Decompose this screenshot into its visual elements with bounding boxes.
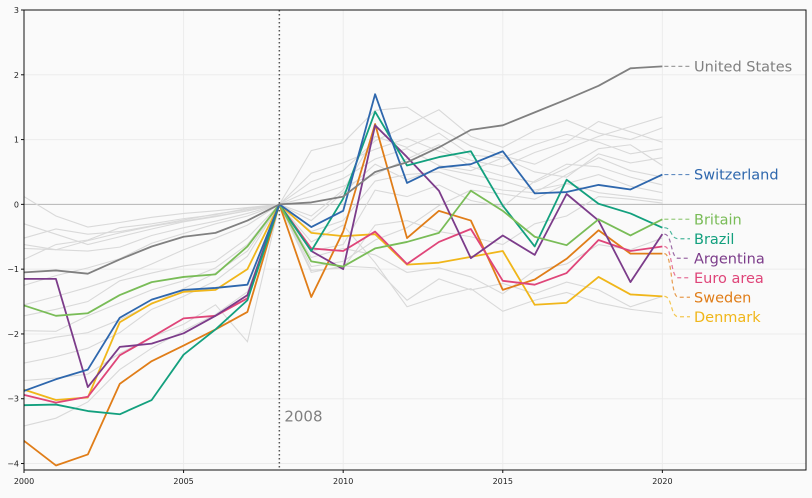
x-tick-label-2015: 2015 (493, 477, 513, 486)
y-tick-label-0: 0 (14, 200, 19, 209)
series-label-denmark: Denmark (694, 310, 761, 326)
x-tick-label-2020: 2020 (652, 477, 672, 486)
series-line-brazil (23, 110, 663, 416)
background-series-line-4 (23, 132, 663, 260)
x-tick-label-2010: 2010 (333, 477, 353, 486)
y-tick-label-minus2: −2 (7, 330, 19, 339)
series-line-denmark (23, 203, 663, 401)
label-connector-euro-area (664, 245, 690, 279)
series-label-united-states: United States (694, 59, 792, 75)
series-line-britain (23, 189, 663, 317)
y-tick-label-minus4: −4 (7, 460, 19, 469)
series-label-euro-area: Euro area (694, 271, 764, 287)
background-series-line-6 (23, 157, 663, 286)
series-line-argentina (24, 124, 664, 388)
series-line-united-states (23, 65, 663, 275)
series-label-sweden: Sweden (694, 290, 751, 306)
background-series-line-13 (23, 163, 663, 427)
y-tick-label-2: 2 (14, 71, 19, 80)
x-tick-label-2000: 2000 (14, 477, 34, 486)
background-series-line-1 (23, 106, 663, 228)
series-label-britain: Britain (694, 212, 742, 228)
series-label-switzerland: Switzerland (694, 168, 779, 184)
background-series-line-2 (23, 109, 663, 246)
series-line-sweden (23, 123, 663, 467)
plot-frame (23, 9, 807, 471)
series-label-argentina: Argentina (694, 251, 765, 267)
background-series-line-7 (23, 163, 663, 306)
label-connector-brazil (664, 227, 690, 240)
series-label-brazil: Brazil (694, 232, 734, 248)
y-tick-label-1: 1 (14, 136, 19, 145)
y-tick-label-3: 3 (14, 6, 19, 15)
background-series-line-12 (23, 203, 663, 382)
label-connector-sweden (664, 253, 690, 298)
y-tick-label-minus1: −1 (7, 265, 19, 274)
background-series-line-14 (23, 133, 663, 251)
reference-year-annotation: 2008 (284, 407, 322, 425)
label-connector-argentina (664, 233, 690, 259)
series-line-switzerland (23, 93, 663, 392)
label-connector-denmark (664, 295, 690, 318)
background-series-line-8 (23, 173, 663, 317)
x-tick-label-2005: 2005 (173, 477, 193, 486)
y-tick-label-minus3: −3 (7, 395, 19, 404)
background-series-line-5 (23, 144, 663, 252)
series-line-euro-area (23, 203, 663, 404)
background-series-line-3 (23, 120, 663, 239)
